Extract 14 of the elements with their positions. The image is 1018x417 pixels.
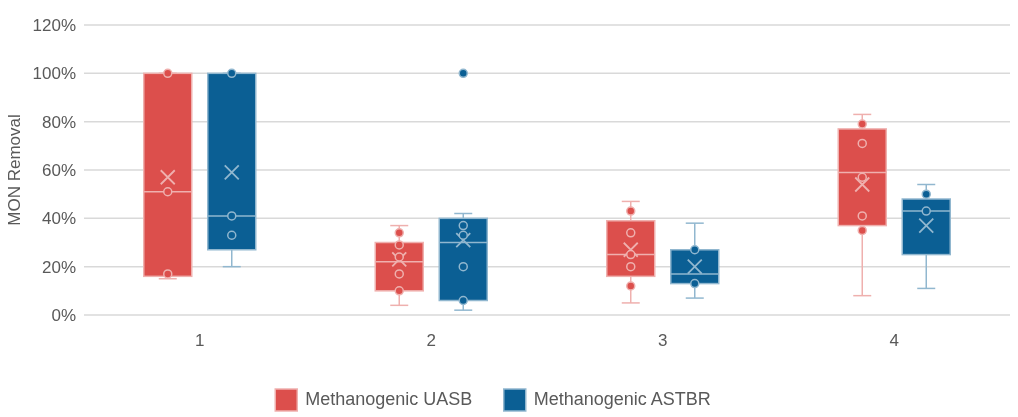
legend-label: Methanogenic UASB xyxy=(305,389,473,409)
y-tick-label: 40% xyxy=(41,209,76,229)
y-tick-label: 60% xyxy=(41,160,76,180)
x-tick-label: 4 xyxy=(889,331,899,350)
y-axis-title: MON Removal xyxy=(5,114,24,226)
y-tick-label: 120% xyxy=(32,15,76,35)
y-tick-label: 20% xyxy=(41,257,76,277)
y-tick-label: 0% xyxy=(51,305,76,325)
x-tick-label: 3 xyxy=(658,331,668,350)
y-tick-label: 80% xyxy=(41,112,76,132)
x-tick-label: 2 xyxy=(426,331,436,350)
x-tick-label: 1 xyxy=(195,331,205,350)
y-tick-label: 100% xyxy=(32,64,76,84)
legend-label: Methanogenic ASTBR xyxy=(533,389,711,409)
